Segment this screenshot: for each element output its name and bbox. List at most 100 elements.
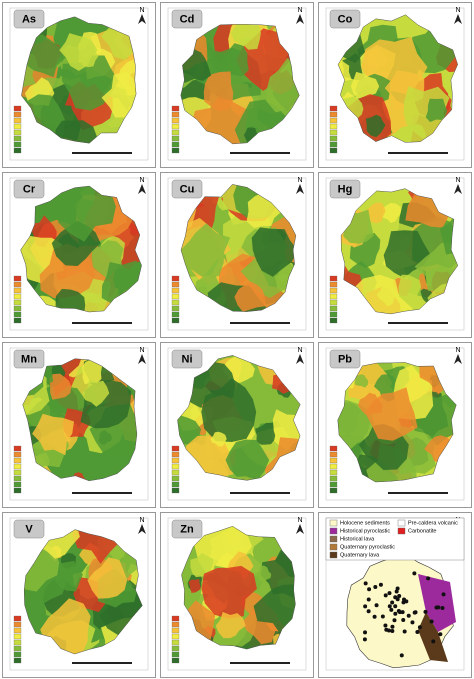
label-box (329, 9, 361, 29)
concentration-patch (55, 288, 86, 313)
concentration-patch (32, 413, 74, 456)
concentration-patch (101, 260, 142, 311)
element-label: Zn (180, 523, 194, 535)
map-outline (340, 188, 459, 315)
label-box (171, 519, 203, 539)
sample-point (389, 607, 394, 612)
north-arrow: N (138, 517, 146, 534)
legend-swatch (329, 535, 338, 543)
sample-point (367, 587, 372, 592)
panel: N As (2, 2, 156, 168)
sample-point (393, 604, 398, 609)
legend-swatch (171, 129, 180, 136)
legend-swatch (329, 299, 338, 306)
element-label: Hg (338, 183, 353, 195)
concentration-patch (234, 99, 288, 144)
scale-bar (230, 492, 290, 494)
legend-swatch (171, 287, 180, 294)
legend-swatch (329, 281, 338, 288)
label-box (329, 349, 361, 369)
legend-swatch (171, 445, 180, 452)
sample-point (372, 614, 377, 619)
legend-swatch (13, 651, 22, 658)
sample-point (417, 625, 422, 630)
concentration-patch (354, 374, 369, 388)
sample-point (383, 623, 388, 628)
legend-swatch (13, 117, 22, 124)
map-outline (337, 14, 458, 143)
sample-point (436, 605, 441, 610)
scale-bar (72, 152, 132, 154)
legend-swatch (329, 481, 338, 488)
map-outline (181, 526, 296, 650)
north-arrow: N (296, 7, 304, 24)
sample-point (396, 608, 401, 613)
concentration-patch (398, 274, 422, 301)
legend-label: Historical pyroclastic (340, 528, 390, 534)
concentration-patch (425, 98, 448, 123)
sample-point (429, 619, 434, 624)
scale-bar (388, 152, 448, 154)
north-arrow: N (296, 517, 304, 534)
concentration-patch (215, 611, 246, 639)
legend-swatch (13, 469, 22, 476)
sample-point (431, 639, 436, 644)
element-label: Cu (180, 183, 195, 195)
legend-swatch (13, 621, 22, 628)
map-fill (181, 184, 296, 312)
panel: N Cr (2, 172, 156, 338)
scale-bar (72, 662, 132, 664)
sample-point (390, 629, 395, 634)
map-frame (9, 517, 149, 671)
legend-swatch (171, 299, 180, 306)
sample-point (410, 620, 415, 625)
sample-point (393, 611, 398, 616)
map-outline (23, 529, 143, 655)
sample-point (390, 600, 395, 605)
north-label: N (455, 347, 460, 354)
legend-swatch (329, 147, 338, 154)
label-box (171, 9, 203, 29)
legend-swatch (13, 457, 22, 464)
legend-swatch (13, 111, 22, 118)
legend-swatch (13, 281, 22, 288)
legend-swatch (329, 445, 338, 452)
sample-point (426, 576, 431, 581)
sample-point (378, 582, 383, 587)
north-arrow-shape (454, 354, 462, 364)
concentration-patch (365, 114, 386, 138)
sample-point (406, 613, 411, 618)
concentration-patch (181, 223, 231, 280)
legend-swatch (171, 621, 180, 628)
north-arrow-shape (138, 524, 146, 534)
legend-swatch (13, 305, 22, 312)
north-arrow: N (296, 177, 304, 194)
legend-swatch (13, 129, 22, 136)
north-label: N (455, 7, 460, 14)
label-box (171, 179, 203, 199)
element-label: Cr (23, 183, 36, 195)
concentration-patch (59, 33, 98, 71)
legend-swatch (329, 469, 338, 476)
sample-point (423, 609, 428, 614)
concentration-patch (225, 439, 270, 481)
legend-swatch (171, 293, 180, 300)
element-label: Co (338, 13, 353, 25)
scale-bar (388, 492, 448, 494)
sample-point (362, 637, 367, 642)
legend-swatch (329, 117, 338, 124)
quaternary-lava (418, 612, 448, 662)
legend-swatch (171, 147, 180, 154)
sample-point (363, 630, 368, 635)
map-frame (167, 517, 307, 671)
legend-swatch (329, 527, 338, 535)
legend-swatch (13, 615, 22, 622)
sample-point (412, 571, 417, 576)
legend-swatch (13, 293, 22, 300)
legend-swatch (171, 487, 180, 494)
concentration-patch (177, 412, 202, 445)
legend-label: Pre-caldera volcanic (408, 520, 458, 526)
sample-point (441, 592, 446, 597)
sample-point (397, 594, 402, 599)
